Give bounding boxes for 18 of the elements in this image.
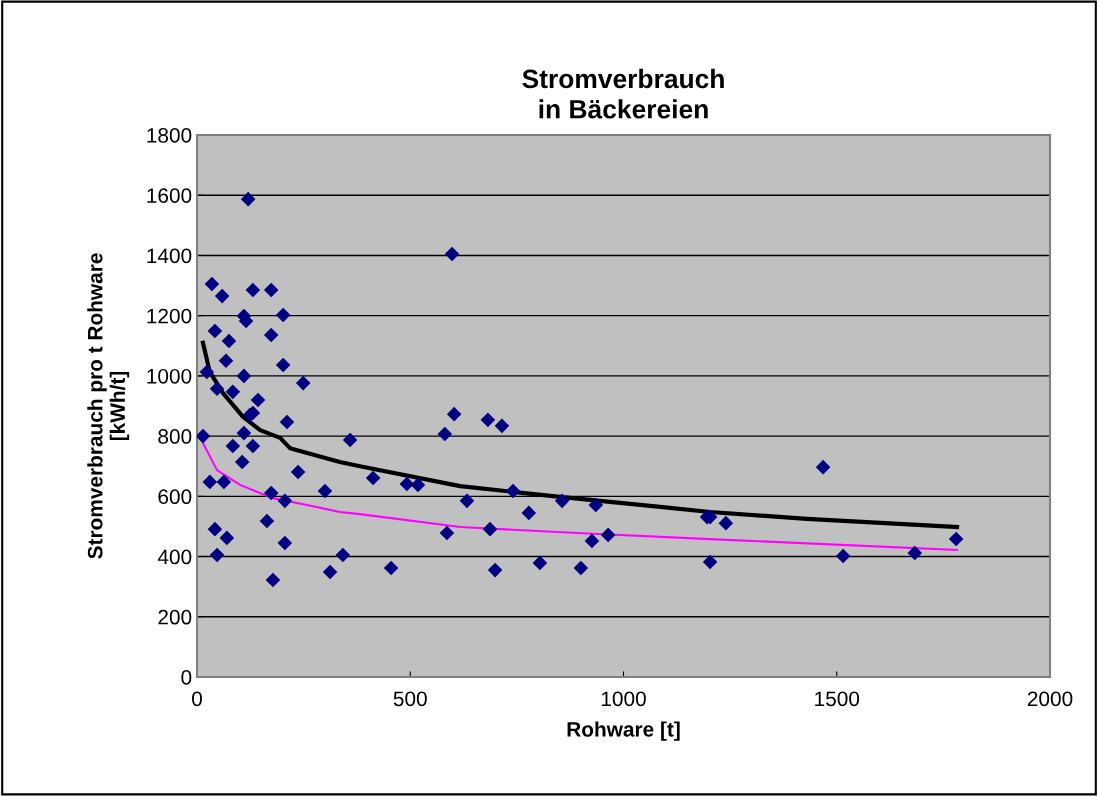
x-tick-label: 0 <box>192 691 202 707</box>
y-tick-label: 600 <box>158 489 192 505</box>
y-tick-label: 400 <box>157 549 192 565</box>
x-tick-label: 2000 <box>1027 691 1073 707</box>
x-tick-label: 1500 <box>815 691 860 707</box>
y-tick-label: 1600 <box>147 188 192 203</box>
chart-title: Stromverbrauch in Bäckereien <box>522 68 724 119</box>
y-tick-label: 1000 <box>147 368 192 384</box>
y-axis-title: Stromverbrauch pro t Rohware [kWh/t] <box>87 253 130 559</box>
y-tick-label: 1800 <box>147 128 192 143</box>
y-tick-label: 200 <box>158 609 192 625</box>
y-tick-label: 1400 <box>147 248 192 264</box>
x-axis-title: Rohware [t] <box>567 721 680 741</box>
y-tick-label: 1200 <box>147 308 192 324</box>
y-tick-label: 800 <box>158 429 192 444</box>
x-tick-label: 1000 <box>601 691 646 707</box>
x-tick-label: 500 <box>393 691 427 707</box>
y-tick-label: 0 <box>181 670 192 685</box>
